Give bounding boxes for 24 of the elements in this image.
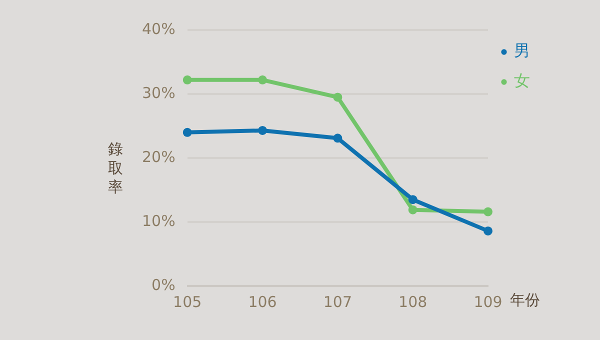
legend-label: 男	[514, 41, 530, 60]
point	[333, 134, 342, 143]
y-tick-label: 0%	[152, 276, 176, 294]
point	[408, 195, 418, 204]
y-tick-label: 40%	[142, 20, 176, 38]
point	[408, 205, 418, 214]
x-tick-label: 105	[173, 292, 202, 311]
y-axis-title: 錄取率	[108, 140, 124, 197]
x-axis-title: 年份	[510, 291, 540, 310]
point	[258, 126, 268, 135]
point	[182, 128, 192, 137]
point	[182, 75, 192, 84]
y-tick-label: 10%	[142, 212, 176, 230]
y-tick-label: 30%	[142, 84, 176, 102]
x-tick-label: 108	[398, 292, 428, 311]
x-tick-label: 107	[323, 292, 352, 311]
point	[484, 207, 492, 216]
point	[484, 226, 492, 236]
point	[333, 92, 342, 102]
legend-label: 女	[514, 71, 530, 90]
point	[258, 75, 268, 84]
x-tick-label: 106	[248, 292, 277, 311]
x-tick-label: 109	[474, 292, 502, 311]
y-tick-label: 20%	[142, 148, 176, 166]
